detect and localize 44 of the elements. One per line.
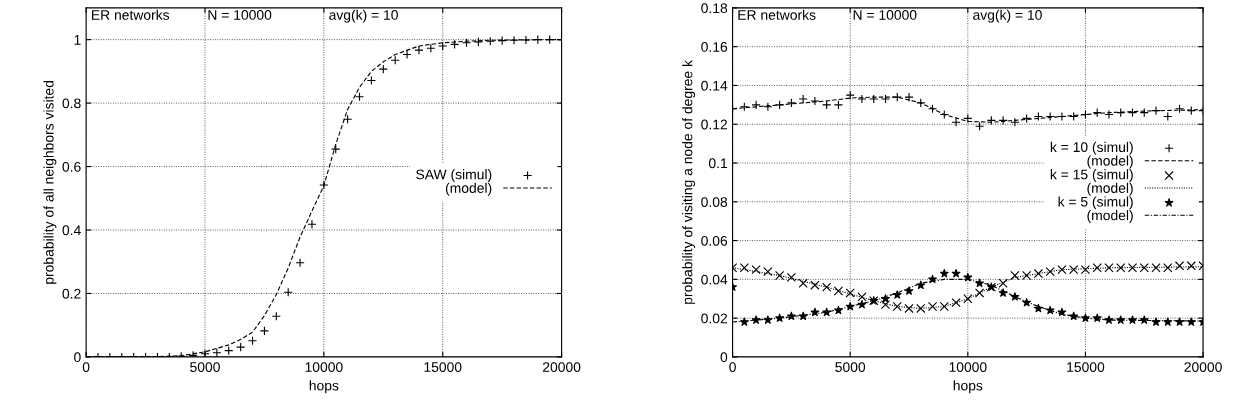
y-tick-label: 0.02	[701, 313, 728, 324]
x-tick-label: 15000	[1067, 362, 1105, 372]
annotation: avg(k) = 10	[973, 9, 1042, 23]
y-axis-title: probability of all neighbors visited	[43, 81, 57, 284]
x-tick-label: 5000	[190, 362, 220, 372]
y-tick-label: 1	[74, 35, 81, 45]
x-tick-label: 20000	[542, 362, 581, 372]
x-tick-label: 5000	[835, 362, 866, 372]
legend-label: k = 15 (simul)	[1050, 169, 1133, 183]
y-tick-label: 0.1	[708, 158, 728, 169]
legend-label: k = 5 (simul)	[1058, 196, 1133, 210]
x-tick-label: 20000	[1184, 362, 1222, 372]
legend-label: (model)	[1087, 182, 1133, 196]
y-tick-label: 0.08	[701, 197, 728, 207]
x-tick-label: 10000	[949, 362, 987, 372]
y-tick-label: 0.2	[62, 288, 81, 299]
y-tick-label: 0.06	[701, 235, 728, 246]
annotation: N = 10000	[853, 10, 917, 20]
annotation: N = 10000	[208, 10, 272, 20]
legend-label: SAW (simul)	[416, 169, 492, 183]
x-tick-label: 10000	[305, 362, 343, 372]
annotation: avg(k) = 10	[329, 9, 398, 23]
legend-label: (model)	[1087, 155, 1133, 169]
y-tick-label: 0.6	[62, 161, 81, 172]
y-tick-label: 0.04	[701, 274, 728, 285]
y-tick-label: 0.18	[701, 3, 728, 14]
annotation: ER networks	[92, 9, 170, 20]
x-tick-label: 15000	[424, 362, 462, 372]
y-tick-label: 0.12	[701, 119, 728, 130]
y-tick-label: 0.4	[62, 225, 81, 236]
legend-label: (model)	[1087, 210, 1133, 223]
y-tick-label: 0	[74, 352, 81, 363]
annotation: ER networks	[738, 9, 816, 20]
y-tick-label: 0	[720, 352, 728, 363]
x-tick-label: 0	[82, 362, 90, 372]
y-tick-label: 0.16	[701, 42, 728, 52]
legend-label: (model)	[445, 182, 492, 196]
x-tick-label: 0	[729, 362, 736, 372]
x-axis-title: hops	[309, 380, 339, 394]
y-tick-label: 0.8	[62, 98, 81, 109]
legend-label: k = 10 (simul)	[1050, 141, 1133, 155]
y-tick-label: 0.14	[701, 80, 728, 91]
x-axis-title: hops	[953, 380, 983, 394]
y-axis-title: probability of visiting a node of degree k	[682, 60, 696, 304]
